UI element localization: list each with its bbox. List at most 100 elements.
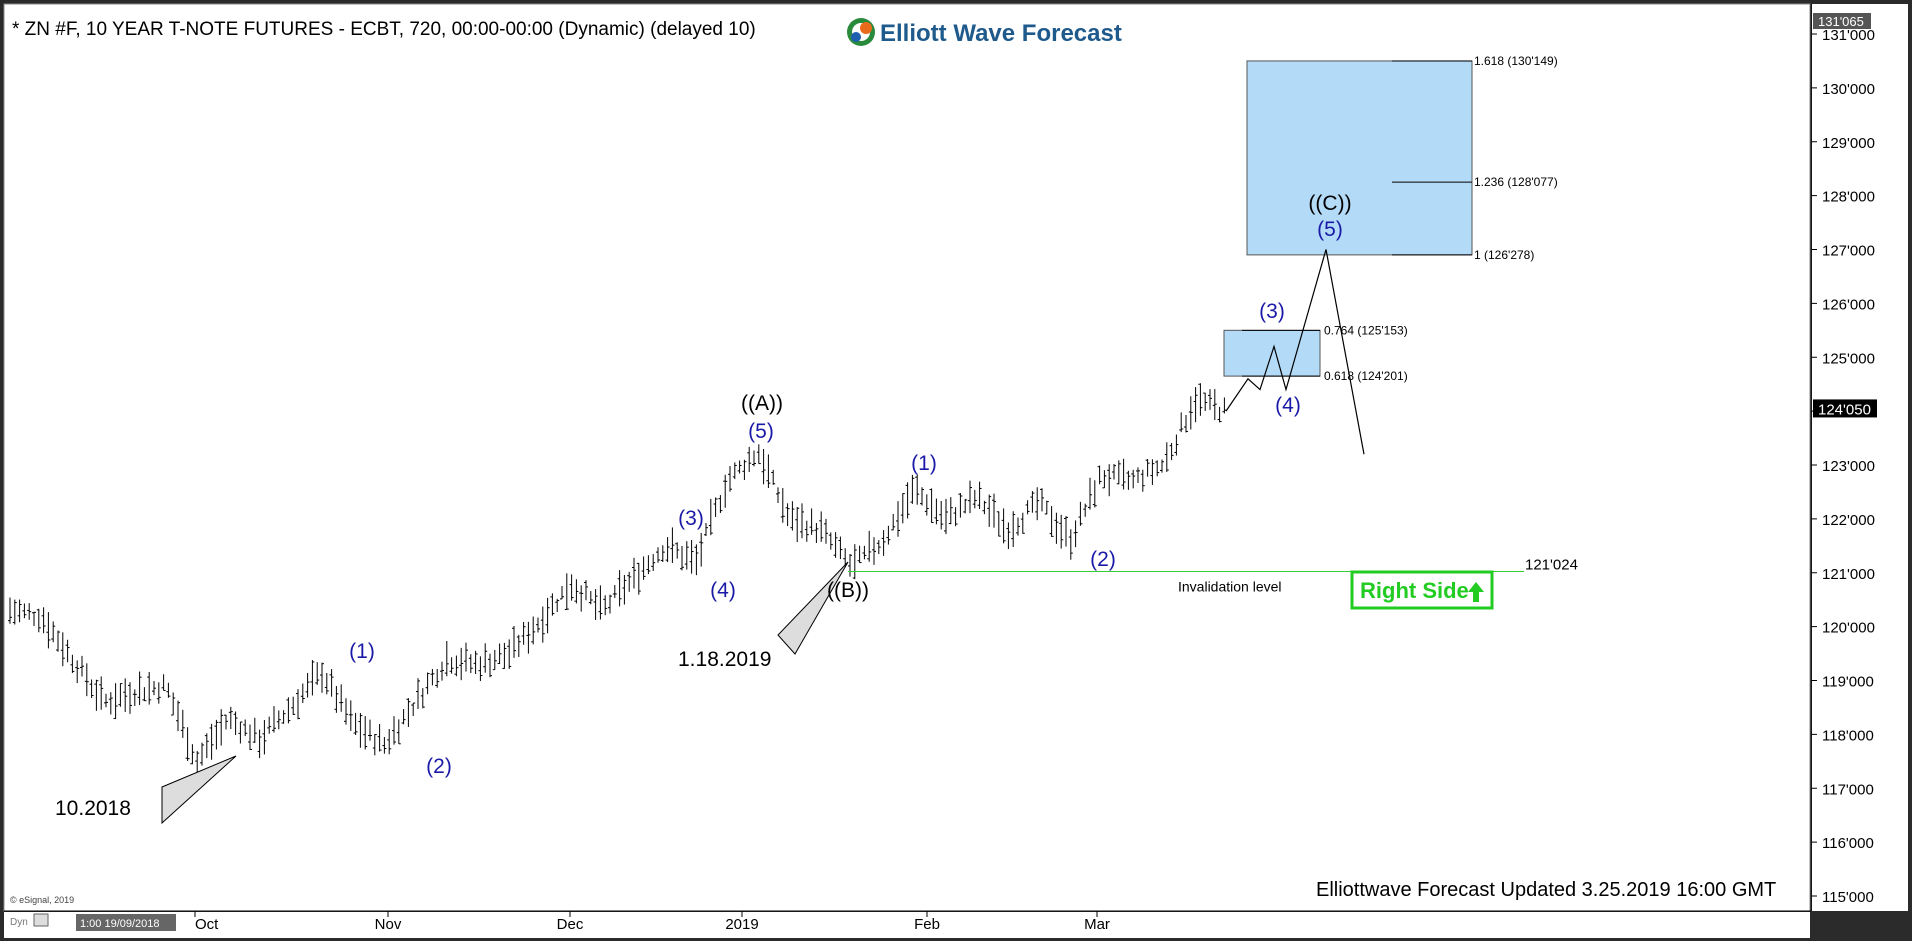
price-bar [348, 700, 353, 731]
price-bar [636, 562, 641, 595]
dyn-toggle-button[interactable] [33, 913, 49, 927]
price-bar [502, 642, 507, 669]
price-bar [1164, 442, 1169, 473]
price-bar [732, 462, 737, 480]
y-tick-label: 116'000 [1822, 835, 1874, 852]
logo-text: Elliott Wave Forecast [880, 20, 1122, 47]
price-bar [1049, 506, 1054, 537]
y-tick-label: 128'000 [1822, 189, 1875, 206]
price-bar [243, 719, 248, 737]
price-bar [699, 532, 704, 567]
wave-label: (2) [1090, 548, 1116, 571]
wave-label: (3) [1259, 300, 1285, 323]
price-bar [84, 663, 89, 697]
price-bar [12, 599, 17, 625]
time-axis-area [4, 912, 1810, 938]
price-bar [180, 709, 185, 738]
price-bar [598, 585, 603, 620]
price-bar [396, 719, 401, 745]
price-bar [1174, 434, 1179, 456]
price-bar [756, 444, 761, 465]
y-tick-label: 123'000 [1822, 458, 1875, 475]
price-bar [560, 586, 564, 600]
price-bar [512, 626, 516, 658]
price-bar [670, 527, 675, 563]
price-bar [132, 689, 137, 706]
y-tick-label: 118'000 [1822, 727, 1874, 744]
price-bar [200, 742, 204, 766]
y-tick-label: 119'000 [1822, 674, 1874, 691]
price-bar [680, 545, 684, 571]
price-bar [958, 493, 963, 518]
price-bar [968, 480, 972, 514]
price-bar [113, 683, 118, 720]
price-bar [257, 729, 262, 759]
price-bar [473, 650, 478, 675]
price-bar [1184, 415, 1188, 433]
price-bar [22, 603, 27, 619]
y-tick-label: 122'000 [1822, 512, 1875, 529]
price-bar [713, 497, 718, 517]
price-bar [80, 655, 84, 677]
price-bar [1179, 412, 1184, 433]
price-bar [809, 508, 814, 535]
price-bar [363, 716, 368, 750]
price-bar [233, 711, 238, 735]
price-bar [963, 498, 968, 514]
price-bar [1020, 512, 1025, 534]
pivot-marker-oct [161, 755, 237, 825]
price-bar [305, 672, 310, 698]
price-bar [972, 489, 977, 509]
price-bar [771, 469, 776, 485]
footer-updated-text: Elliottwave Forecast Updated 3.25.2019 1… [1316, 879, 1776, 901]
price-bar [838, 536, 843, 560]
price-bar [531, 616, 536, 645]
price-bar [824, 518, 828, 544]
price-bar [377, 724, 382, 752]
price-bar [828, 532, 833, 550]
price-bar [651, 554, 656, 571]
price-bar [660, 545, 665, 563]
price-bar [464, 642, 468, 672]
price-bar [833, 532, 838, 558]
price-bar [272, 706, 276, 733]
price-bar [992, 493, 996, 528]
y-tick-label: 121'000 [1822, 566, 1875, 583]
price-bar [1030, 491, 1035, 513]
price-bar [238, 721, 243, 744]
price-bar [953, 507, 958, 527]
price-axis-area [1812, 4, 1908, 911]
fib-level-label: 0.764 (125'153) [1324, 323, 1408, 337]
price-bar [382, 736, 387, 754]
top-price-box [1813, 13, 1871, 29]
price-bar [526, 621, 531, 654]
price-bar [550, 593, 555, 616]
price-bar [689, 540, 694, 574]
price-bar [99, 676, 104, 710]
price-bar [300, 683, 305, 704]
price-bar [857, 545, 862, 564]
invalidation-label: Invalidation level [1178, 578, 1282, 594]
wave-label: (1) [911, 452, 937, 475]
price-bar [944, 498, 948, 535]
price-bar [118, 683, 123, 707]
price-bar [392, 716, 396, 745]
price-bar [56, 630, 60, 652]
current-price-box [1813, 399, 1877, 418]
y-tick-label: 117'000 [1822, 781, 1874, 798]
price-bar [920, 487, 924, 506]
price-bar [248, 724, 252, 750]
x-tick-label: Mar [1084, 916, 1110, 933]
price-bar [128, 682, 132, 714]
price-bar [185, 727, 190, 761]
price-bar [761, 448, 766, 485]
price-bar [36, 608, 41, 633]
price-bar [886, 525, 891, 545]
fib-level-label: 0.618 (124'201) [1324, 369, 1408, 383]
cursor-time-text: 1:00 19/09/2018 [80, 918, 160, 930]
price-bar [752, 450, 756, 467]
price-bar [401, 709, 406, 725]
price-bar [8, 597, 12, 624]
right-side-label: Right Side [1360, 578, 1469, 603]
